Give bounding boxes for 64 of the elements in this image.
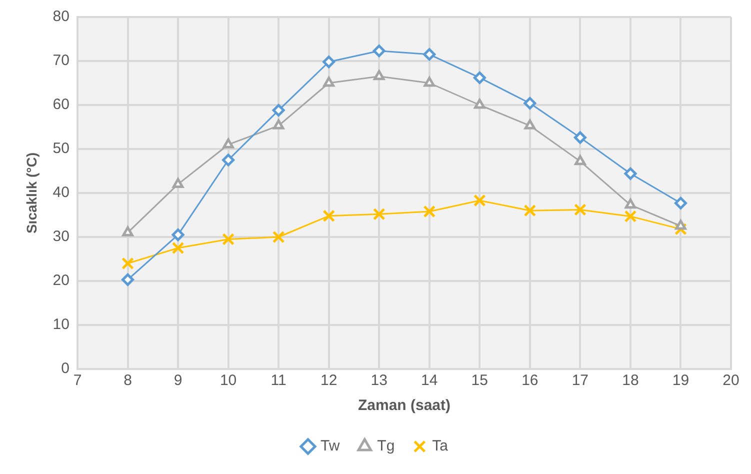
point: [272, 104, 285, 117]
x-tick-label: 9: [174, 372, 182, 390]
x-tick-label: 13: [370, 372, 388, 390]
point: [374, 70, 385, 80]
point: [574, 155, 586, 166]
point: [372, 208, 386, 220]
point: [674, 196, 687, 210]
y-tick-label: 80: [52, 8, 70, 26]
point: [624, 210, 637, 223]
point: [372, 44, 386, 58]
y-tick-label: 40: [52, 184, 70, 202]
x-tick-label: 10: [220, 372, 237, 390]
legend-label: Ta: [432, 438, 449, 455]
point: [323, 76, 334, 87]
point: [524, 119, 536, 130]
x-axis-title: Zaman (saat): [358, 397, 451, 414]
point: [322, 56, 336, 68]
point: [574, 131, 586, 144]
x-tick-label: 7: [73, 372, 82, 390]
y-tick-label: 10: [52, 316, 70, 334]
legend-label: Tw: [320, 438, 340, 455]
x-tick-label: 8: [124, 372, 132, 390]
point: [424, 76, 435, 87]
point: [524, 96, 536, 110]
point: [675, 220, 686, 230]
point: [423, 48, 436, 61]
y-tick-label: 60: [52, 96, 70, 114]
point: [272, 119, 284, 130]
point: [423, 205, 436, 218]
point: [473, 71, 486, 84]
x-tick-label: 19: [672, 372, 690, 390]
point: [624, 167, 637, 180]
point: [474, 98, 486, 109]
point: [122, 257, 134, 270]
point: [122, 273, 134, 286]
point: [473, 194, 486, 207]
point: [322, 210, 336, 222]
x-tick-label: 11: [270, 372, 286, 390]
point: [122, 226, 134, 236]
x-tick-label: 14: [421, 372, 438, 390]
point: [172, 228, 184, 242]
x-tick-label: 12: [320, 372, 338, 390]
x-tick-label: 15: [471, 372, 488, 390]
point: [674, 222, 687, 236]
point: [624, 198, 636, 209]
y-tick-label: 0: [61, 360, 70, 378]
x-tick-label: 18: [622, 372, 639, 390]
point: [524, 204, 536, 217]
y-tick-label: 30: [52, 228, 70, 246]
point: [222, 233, 234, 246]
y-tick-label: 70: [52, 52, 70, 70]
point: [222, 138, 234, 148]
point: [222, 154, 235, 166]
x-tick-label: 17: [572, 372, 589, 390]
x-tick-label: 16: [522, 372, 538, 390]
point: [172, 242, 184, 254]
y-axis-title: Sıcaklık (°C): [23, 152, 40, 234]
point: [574, 204, 586, 216]
y-tick-label: 50: [52, 140, 70, 158]
point: [272, 230, 285, 244]
y-tick-label: 20: [52, 272, 70, 290]
point: [172, 178, 184, 188]
legend-label: Tg: [377, 438, 395, 455]
x-tick-label: 20: [722, 372, 740, 390]
